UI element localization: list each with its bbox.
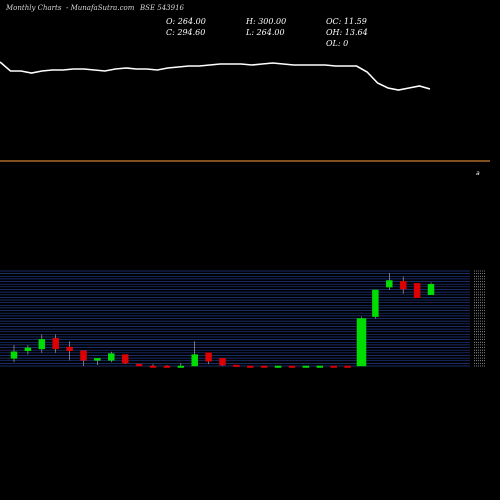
candle-body xyxy=(413,283,421,298)
candle-body xyxy=(80,350,87,361)
low-value: L: 264.00 xyxy=(246,28,285,37)
candle-body xyxy=(260,365,268,368)
series-marker-label: a xyxy=(476,170,480,177)
site-label: - MunafaSutra.com xyxy=(66,4,135,12)
ol-value: OL: 0 xyxy=(326,39,349,48)
ticker-label: BSE 543916 xyxy=(140,4,184,12)
candle-body xyxy=(372,289,379,317)
candle-body xyxy=(24,347,32,352)
candle-body xyxy=(427,284,435,295)
price-line xyxy=(0,61,431,91)
candle-body xyxy=(135,363,143,367)
oh-value: OH: 13.64 xyxy=(326,28,368,37)
candle-body xyxy=(330,365,337,368)
candle-body xyxy=(10,351,18,359)
close-value: C: 294.60 xyxy=(166,28,206,37)
candle-body xyxy=(344,365,351,368)
candle-body xyxy=(149,365,157,368)
candle-body xyxy=(94,358,101,361)
open-value: O: 264.00 xyxy=(166,17,206,26)
candle-body xyxy=(52,338,59,350)
candle-body xyxy=(121,354,129,364)
candle-body xyxy=(247,365,254,368)
chart-period-label: Monthly Charts xyxy=(6,4,62,12)
candle-body xyxy=(386,280,393,288)
candle-body xyxy=(302,365,310,368)
candle-body xyxy=(205,352,212,362)
candle-body xyxy=(219,358,226,366)
candle-body xyxy=(316,365,324,368)
candle-body xyxy=(38,339,46,350)
candle-body xyxy=(66,346,73,352)
candle-body xyxy=(163,365,171,368)
candle-body xyxy=(108,353,115,361)
high-value: H: 300.00 xyxy=(246,17,287,26)
candle-body xyxy=(288,365,296,368)
candle-body xyxy=(399,281,407,290)
candle-body xyxy=(274,365,282,368)
candle-body xyxy=(191,354,198,367)
oc-value: OC: 11.59 xyxy=(326,17,367,26)
candle-body xyxy=(233,364,240,367)
candle-body xyxy=(177,365,185,368)
candle-body xyxy=(356,318,367,367)
